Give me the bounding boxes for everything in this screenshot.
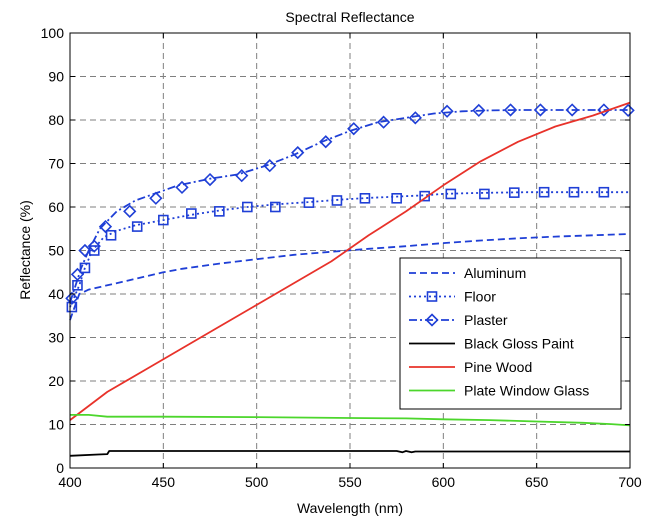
x-tick-label: 450	[152, 474, 176, 490]
data-point-plaster	[376, 115, 391, 129]
series-line-floor	[69, 191, 630, 308]
data-point-floor	[508, 187, 520, 198]
data-point-plaster	[70, 267, 85, 282]
legend-label: Plate Window Glass	[464, 383, 589, 399]
data-point-floor	[479, 188, 490, 200]
y-tick-label: 0	[56, 460, 64, 476]
data-point-plaster	[203, 172, 217, 187]
y-tick-label: 70	[48, 156, 64, 172]
data-point-floor	[105, 229, 117, 241]
data-point-plaster	[319, 135, 333, 149]
data-point-plaster	[65, 291, 79, 305]
data-point-floor	[538, 186, 550, 198]
y-tick-label: 40	[48, 286, 64, 302]
legend: Aluminum Floor Plaster Black Gloss Paint Pin…	[399, 257, 622, 410]
series-black-gloss-paint	[69, 450, 630, 457]
series-layer	[65, 101, 635, 457]
data-point-floor	[331, 195, 343, 206]
legend-marker	[425, 313, 439, 327]
y-tick-label: 80	[48, 112, 64, 128]
y-tick-label: 100	[41, 25, 65, 41]
data-point-plaster	[78, 243, 92, 258]
data-point-plaster	[347, 122, 361, 136]
y-tick-label: 30	[48, 330, 64, 346]
data-point-plaster	[98, 219, 113, 234]
data-point-plaster	[621, 103, 635, 118]
data-point-plaster	[87, 239, 101, 253]
data-point-floor	[303, 197, 315, 208]
data-point-floor	[568, 186, 580, 198]
data-point-floor	[359, 193, 371, 204]
legend-box	[399, 257, 622, 410]
y-axis-title: Reflectance (%)	[17, 200, 33, 300]
series-line-aluminum	[69, 233, 631, 321]
series-plate-window-glass	[70, 413, 631, 427]
legend-label: Floor	[464, 289, 496, 305]
legend-entry-pine-wood: Pine Wood	[409, 359, 532, 375]
x-axis-title: Wavelength (nm)	[297, 500, 403, 516]
data-point-floor	[186, 208, 197, 219]
y-tick-label: 50	[48, 243, 64, 259]
series-line-pine-wood	[69, 101, 631, 421]
x-tick-label: 600	[432, 474, 456, 490]
series-plaster	[65, 103, 635, 305]
legend-entry-plaster: Plaster	[409, 312, 508, 328]
series-pine-wood	[69, 101, 631, 421]
series-line-plate-window-glass	[70, 413, 631, 427]
data-point-plaster	[472, 103, 486, 118]
data-point-plaster	[597, 103, 611, 117]
data-point-plaster	[175, 180, 189, 195]
x-tick-label: 700	[618, 474, 642, 490]
chart-title: Spectral Reflectance	[285, 9, 414, 25]
data-point-plaster	[565, 103, 579, 117]
data-point-plaster	[263, 159, 277, 173]
data-point-floor	[445, 188, 457, 200]
data-point-floor	[66, 301, 78, 313]
legend-entry-aluminum: Aluminum	[409, 265, 526, 281]
data-point-floor	[270, 201, 281, 213]
y-tick-label: 10	[48, 417, 64, 433]
series-line-black-gloss-paint	[69, 450, 630, 457]
data-point-plaster	[503, 103, 518, 117]
legend-label: Pine Wood	[464, 359, 532, 375]
data-point-plaster	[408, 111, 422, 125]
legend-entry-floor: Floor	[409, 289, 496, 305]
legend-marker	[426, 291, 438, 302]
data-point-plaster	[440, 104, 454, 118]
data-point-plaster	[149, 191, 163, 205]
ticks: 400 450 500 550 600 650 700 0 10 20 30 40 50 60 70 80 90…	[41, 25, 642, 490]
data-point-plaster	[123, 204, 137, 218]
legend-entry-black-gloss-paint: Black Gloss Paint	[409, 336, 574, 352]
legend-label: Plaster	[464, 312, 508, 328]
x-tick-label: 650	[525, 474, 549, 490]
data-point-floor	[131, 221, 143, 232]
x-tick-label: 400	[58, 474, 82, 490]
data-point-floor	[391, 193, 402, 204]
x-tick-label: 550	[338, 474, 362, 490]
data-point-floor	[242, 201, 253, 213]
data-point-floor	[214, 206, 225, 217]
y-tick-label: 60	[48, 199, 64, 215]
data-point-plaster	[291, 145, 305, 160]
x-tick-label: 500	[245, 474, 269, 490]
data-point-plaster	[235, 169, 249, 183]
data-point-plaster	[533, 103, 548, 117]
series-floor	[66, 186, 630, 313]
series-aluminum	[69, 233, 631, 321]
y-tick-label: 90	[48, 69, 64, 85]
y-tick-label: 20	[48, 373, 64, 389]
data-point-floor	[598, 186, 610, 198]
legend-entry-plate-window-glass: Plate Window Glass	[409, 383, 589, 399]
legend-label: Black Gloss Paint	[464, 336, 574, 352]
legend-label: Aluminum	[464, 265, 526, 281]
data-point-floor	[158, 214, 169, 226]
